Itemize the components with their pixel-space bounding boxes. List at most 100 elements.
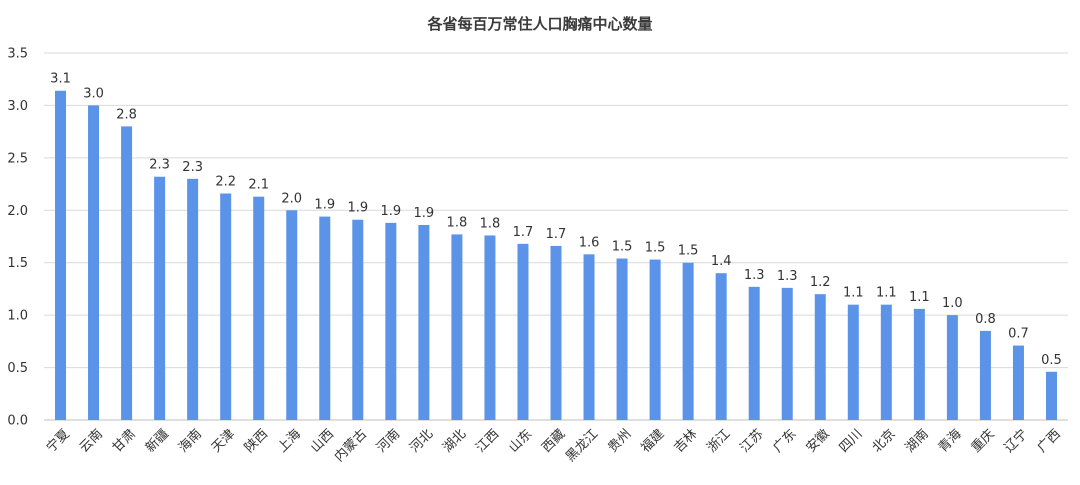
x-tick-label: 甘肃 — [110, 427, 139, 456]
bar — [385, 222, 397, 420]
bar — [649, 259, 661, 420]
y-tick-label: 2.0 — [7, 204, 28, 219]
data-label: 1.9 — [347, 201, 368, 216]
bar — [715, 273, 727, 420]
data-label: 1.9 — [314, 198, 335, 213]
x-tick-label: 湖南 — [902, 426, 932, 456]
x-tick-label: 浙江 — [704, 427, 733, 456]
x-tick-label: 天津 — [209, 427, 238, 456]
x-tick-label: 宁夏 — [43, 426, 73, 456]
bar — [583, 254, 595, 420]
bar — [220, 193, 232, 420]
bar — [946, 315, 958, 420]
x-tick-label: 山西 — [308, 427, 337, 456]
bar — [154, 176, 166, 420]
bars — [55, 90, 1057, 421]
bar — [814, 294, 826, 420]
bar — [88, 105, 100, 420]
x-tick-label: 江苏 — [737, 426, 767, 456]
x-tick-label: 广西 — [1035, 427, 1064, 456]
data-label: 1.5 — [645, 241, 666, 256]
x-tick-label: 河北 — [407, 427, 436, 456]
x-tick-label: 湖北 — [440, 427, 469, 456]
bar — [187, 178, 199, 420]
y-tick-label: 0.0 — [7, 414, 28, 429]
chart-title: 各省每百万常住人口胸痛中心数量 — [426, 15, 652, 33]
x-tick-label: 上海 — [275, 427, 304, 456]
bar — [253, 196, 265, 420]
x-tick-label: 青海 — [936, 427, 965, 456]
x-tick-label: 广东 — [771, 427, 800, 456]
data-label: 1.1 — [876, 286, 897, 301]
data-label: 0.5 — [1041, 353, 1062, 368]
bar — [781, 287, 793, 420]
x-tick-label: 安徽 — [804, 427, 833, 456]
x-tick-label: 重庆 — [968, 426, 998, 456]
data-labels: 3.1 3.0 2.8 2.3 2.3 2.2 2.1 2.0 1.9 1.9 1.9 1.9 1.8 1… — [50, 72, 1062, 368]
bar — [979, 330, 991, 420]
y-axis-ticks: 0.0 0.5 1.0 1.5 2.0 2.5 3.0 3.5 — [7, 47, 28, 429]
y-tick-label: 2.5 — [7, 151, 28, 166]
y-tick-label: 3.5 — [7, 47, 28, 62]
data-label: 1.9 — [414, 206, 435, 221]
bar — [517, 243, 529, 420]
data-label: 1.3 — [777, 269, 798, 284]
x-tick-label: 黑龙江 — [563, 427, 601, 465]
data-label: 1.1 — [909, 290, 930, 305]
data-label: 1.6 — [579, 235, 600, 250]
data-label: 1.5 — [612, 240, 633, 255]
data-label: 1.8 — [447, 215, 468, 230]
bar — [880, 304, 892, 420]
bar — [319, 216, 331, 420]
x-tick-label: 河南 — [373, 426, 403, 456]
data-label: 1.4 — [711, 254, 732, 269]
x-tick-label: 贵州 — [605, 427, 634, 456]
y-tick-label: 1.0 — [7, 309, 28, 324]
data-label: 1.0 — [942, 296, 963, 311]
data-label: 1.3 — [744, 268, 765, 283]
data-label: 1.1 — [843, 286, 864, 301]
bar — [418, 224, 430, 420]
bar — [550, 245, 562, 420]
bar — [682, 262, 694, 420]
data-label: 2.3 — [149, 158, 170, 173]
data-label: 1.5 — [678, 244, 699, 259]
y-tick-label: 3.0 — [7, 99, 28, 114]
x-tick-label: 福建 — [638, 427, 667, 456]
x-tick-label: 内蒙古 — [331, 426, 370, 465]
data-label: 2.8 — [116, 107, 137, 122]
x-tick-label: 江西 — [473, 427, 502, 456]
x-tick-label: 海南 — [175, 426, 205, 456]
bar — [121, 126, 133, 421]
bar — [616, 258, 628, 420]
x-tick-label: 新疆 — [142, 426, 172, 456]
data-label: 1.2 — [810, 275, 831, 290]
x-tick-label: 西藏 — [539, 427, 568, 456]
data-label: 1.7 — [546, 227, 567, 242]
x-tick-label: 辽宁 — [1001, 426, 1031, 456]
x-tick-label: 云南 — [76, 426, 106, 456]
data-label: 1.8 — [480, 216, 501, 231]
bar — [352, 219, 364, 420]
data-label: 2.1 — [248, 178, 269, 193]
data-label: 3.0 — [83, 86, 104, 101]
data-label: 0.8 — [975, 312, 996, 327]
data-label: 0.7 — [1008, 327, 1029, 342]
bar — [913, 308, 925, 420]
bar — [55, 90, 67, 421]
bar — [847, 304, 859, 420]
bar — [451, 234, 463, 420]
data-label: 1.9 — [380, 204, 401, 219]
bar — [1045, 371, 1057, 420]
data-label: 2.0 — [281, 191, 302, 206]
data-label: 1.7 — [513, 225, 534, 240]
bar — [286, 210, 298, 420]
x-tick-label: 北京 — [870, 427, 899, 456]
bar — [484, 235, 496, 420]
data-label: 2.3 — [182, 160, 203, 175]
x-tick-label: 山东 — [506, 427, 535, 456]
bar — [1012, 345, 1024, 420]
